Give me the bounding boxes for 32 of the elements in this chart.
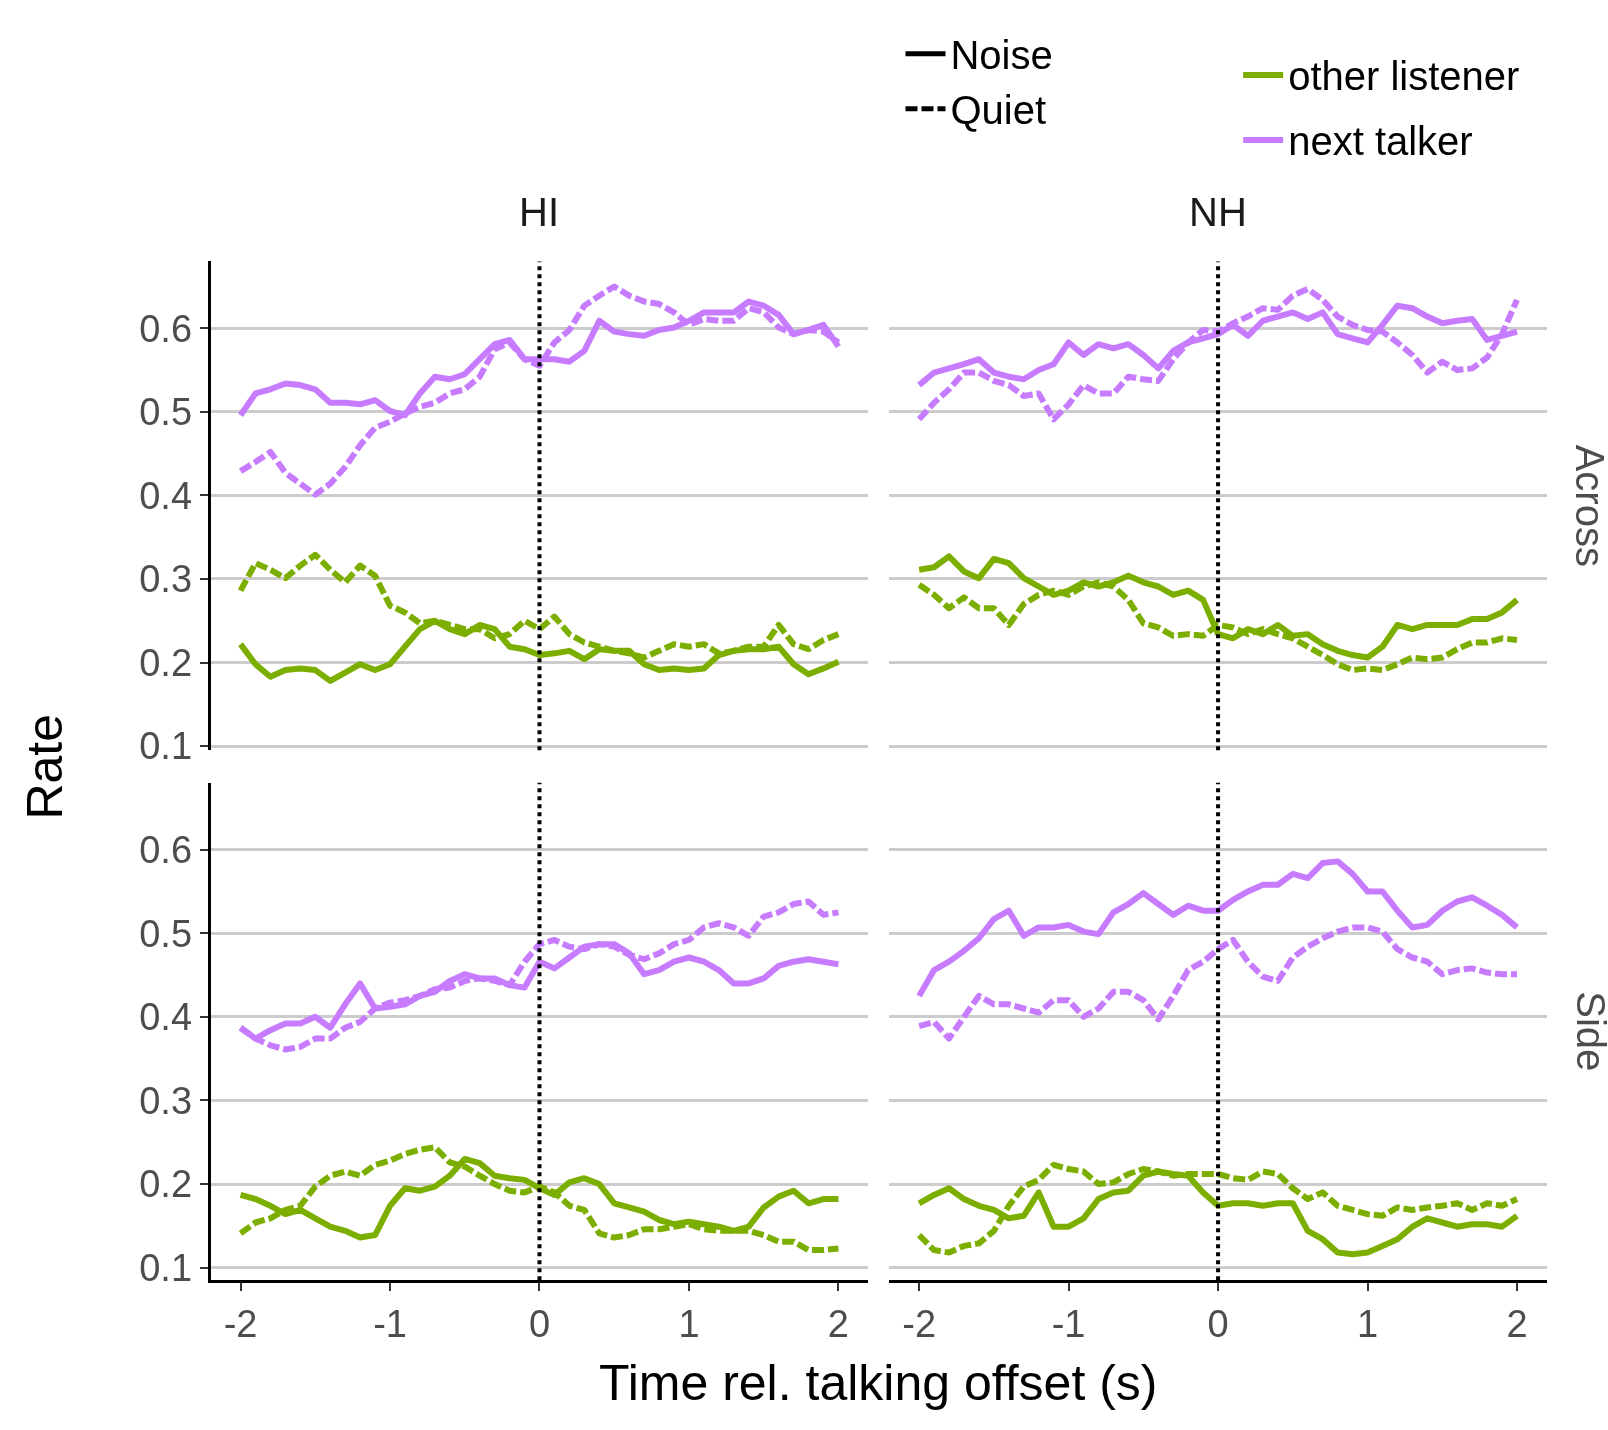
text: Across [1568, 444, 1608, 567]
x-tick-label: 2 [1506, 1302, 1528, 1345]
y-tick-label: 0.6 [139, 828, 193, 871]
text: Side [1568, 991, 1608, 1072]
x-tick-label: -1 [1051, 1302, 1086, 1345]
y-tick-label: 0.2 [139, 1163, 193, 1206]
x-tick-label: -2 [223, 1302, 258, 1345]
x-tick-label: 2 [827, 1302, 849, 1345]
y-tick-label: 0.5 [139, 391, 193, 434]
x-tick-label: 0 [1207, 1302, 1229, 1345]
y-tick-label: 0.3 [139, 558, 193, 601]
legend-label: other listener [1288, 54, 1520, 99]
x-tick-label: -1 [373, 1302, 407, 1345]
y-tick-label: 0.4 [139, 474, 193, 517]
y-tick-label: 0.3 [139, 1079, 193, 1122]
text: Quiet [950, 88, 1047, 133]
y-tick-label: 0.6 [139, 307, 193, 350]
x-tick-label: 0 [528, 1302, 551, 1345]
y-axis-title: Rate [17, 713, 74, 820]
y-tick-label: 0.4 [139, 996, 193, 1039]
x-tick-label: 1 [678, 1302, 700, 1345]
y-tick-label: 0.5 [139, 912, 193, 955]
y-tick-label: 0.1 [139, 725, 193, 768]
chart-title: HI [519, 190, 559, 234]
legend-label: next talker [1288, 119, 1473, 164]
x-tick-label: -2 [902, 1302, 937, 1345]
y-tick-label: 0.2 [139, 641, 193, 684]
x-tick-label: 1 [1356, 1302, 1379, 1345]
y-tick-label: 0.1 [139, 1246, 193, 1289]
x-axis-title: Time rel. talking offset (s) [599, 1355, 1158, 1411]
chart-title: NH [1189, 190, 1247, 234]
text: Noise [950, 33, 1053, 78]
